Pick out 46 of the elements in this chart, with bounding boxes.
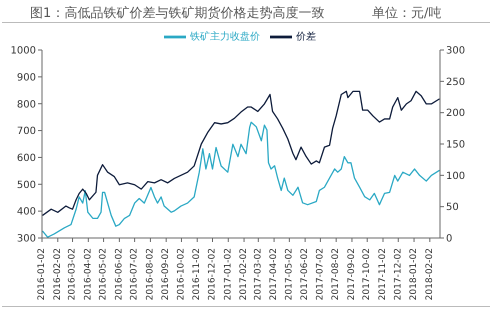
x-tick-label: 2016-08-02: [145, 248, 156, 300]
y-tick-label: 600: [16, 152, 36, 164]
x-tick-label: 2016-11-02: [192, 248, 202, 300]
y2-tick-label: 300: [446, 46, 466, 57]
x-tick-label: 2016-01-02: [37, 248, 47, 300]
x-tick-label: 2017-09-02: [346, 248, 357, 300]
y-tick-label: 1000: [10, 46, 36, 57]
y2-tick-label: 50: [446, 202, 459, 214]
x-tick-label: 2017-11-02: [378, 248, 388, 300]
x-tick-label: 2017-06-02: [300, 248, 310, 300]
x-tick-label: 2017-03-02: [253, 248, 264, 300]
y2-tick-label: 200: [446, 108, 466, 120]
y-tick-label: 900: [16, 72, 36, 84]
x-tick-label: 2016-02-02: [52, 248, 63, 300]
y-tick-label: 800: [16, 99, 36, 110]
x-tick-label: 2018-02-02: [424, 248, 435, 300]
x-tick-label: 2016-12-02: [208, 248, 218, 300]
x-tick-label: 2017-04-02: [269, 248, 280, 300]
x-tick-label: 2017-01-02: [223, 248, 234, 300]
y2-tick-label: 250: [446, 76, 466, 88]
chart-subtitle: 单位：元/吨: [372, 5, 442, 22]
x-tick-label: 2016-07-02: [130, 248, 140, 300]
x-tick-label: 2017-02-02: [239, 248, 250, 300]
y-tick-label: 700: [16, 126, 36, 138]
line-series: [42, 90, 440, 216]
x-tick-label: 2016-03-02: [68, 248, 78, 300]
x-tick-label: 2017-12-02: [393, 248, 404, 300]
x-tick-label: 2017-08-02: [331, 248, 342, 300]
x-tick-label: 2016-09-02: [161, 248, 172, 300]
x-tick-label: 2017-05-02: [284, 248, 294, 300]
x-tick-label: 2017-07-02: [315, 248, 326, 300]
x-tick-label: 2016-05-02: [98, 248, 109, 300]
y2-tick-label: 150: [446, 140, 466, 151]
legend-label: 铁矿主力收盘价: [190, 32, 260, 43]
x-tick-label: 2017-10-02: [362, 248, 372, 300]
y2-tick-label: 0: [446, 234, 452, 245]
x-tick-label: 2016-04-02: [83, 248, 94, 300]
chart-title: 图1：高低品铁矿价差与铁矿期货价格走势高度一致: [30, 5, 324, 22]
y2-tick-label: 100: [446, 170, 466, 182]
y-tick-label: 400: [16, 206, 36, 218]
y-tick-label: 300: [16, 234, 36, 245]
legend-label: 价差: [296, 32, 316, 43]
x-tick-label: 2016-10-02: [176, 248, 186, 300]
x-tick-label: 2016-06-02: [114, 248, 124, 300]
x-tick-label: 2018-01-02: [409, 248, 420, 300]
y-tick-label: 500: [16, 180, 36, 191]
